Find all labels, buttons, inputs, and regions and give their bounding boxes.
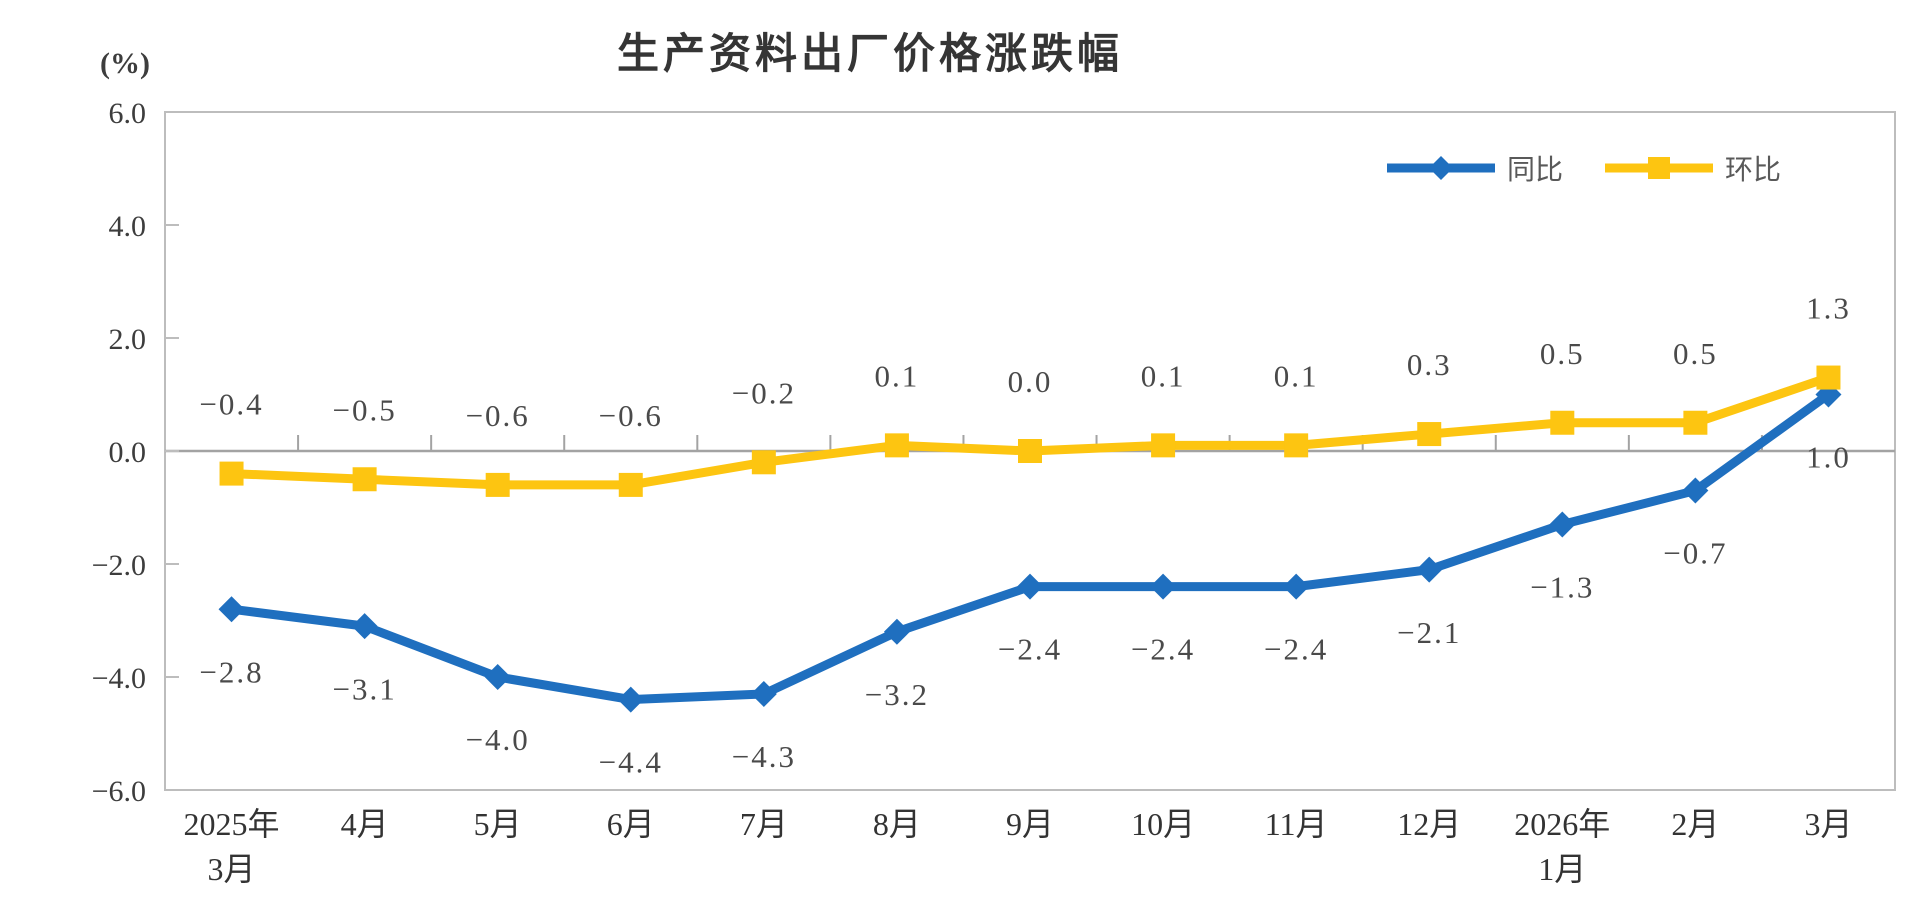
data-point-marker-diamond bbox=[1416, 556, 1443, 583]
data-point-label: 0.1 bbox=[1141, 358, 1186, 393]
data-point-marker-diamond bbox=[617, 686, 644, 713]
data-point-label: −4.0 bbox=[466, 722, 530, 757]
x-axis-label: 1月 bbox=[1538, 851, 1586, 887]
legend-label-tongbi: 同比 bbox=[1507, 154, 1564, 185]
x-axis-label: 2025年 bbox=[184, 806, 280, 842]
data-point-label: −2.4 bbox=[1264, 632, 1328, 667]
huanbi-line-marker-icon bbox=[1605, 157, 1714, 179]
data-point-marker-square bbox=[219, 461, 244, 486]
tongbi-line-marker-icon bbox=[1387, 156, 1495, 180]
data-point-label: 0.1 bbox=[1274, 358, 1319, 393]
data-point-label: 1.3 bbox=[1806, 291, 1851, 326]
data-point-marker-square bbox=[1018, 439, 1042, 463]
y-tick-label: 6.0 bbox=[109, 97, 147, 130]
data-point-label: −4.4 bbox=[599, 745, 663, 780]
data-point-label: −2.4 bbox=[998, 632, 1062, 667]
y-tick-label: 2.0 bbox=[109, 323, 147, 356]
x-axis-label: 7月 bbox=[740, 806, 788, 842]
x-axis-label: 2月 bbox=[1671, 806, 1719, 842]
data-point-label: −3.1 bbox=[332, 671, 396, 706]
data-point-marker-square bbox=[485, 472, 510, 497]
data-point-marker-diamond bbox=[883, 618, 910, 645]
data-point-marker-diamond bbox=[218, 596, 245, 623]
x-axis-label: 4月 bbox=[341, 806, 389, 842]
x-axis-label: 9月 bbox=[1006, 806, 1054, 842]
x-axis-label: 6月 bbox=[607, 806, 655, 842]
x-axis-label: 10月 bbox=[1131, 806, 1195, 842]
data-point-marker-diamond bbox=[1017, 573, 1043, 600]
y-axis-unit-label: (%) bbox=[100, 47, 150, 80]
x-axis-label: 12月 bbox=[1397, 806, 1461, 842]
data-point-marker-square bbox=[884, 433, 909, 458]
data-point-label: −2.1 bbox=[1397, 615, 1461, 650]
legend: 同比 环比 bbox=[1385, 148, 1781, 188]
data-point-marker-square bbox=[1284, 433, 1309, 458]
data-point-label: 0.5 bbox=[1673, 336, 1718, 371]
y-tick-label: −6.0 bbox=[92, 775, 146, 808]
data-point-marker-diamond bbox=[484, 664, 511, 690]
data-point-marker-diamond bbox=[1283, 573, 1310, 600]
x-axis-label: 5月 bbox=[474, 806, 522, 842]
legend-item-tongbi: 同比 bbox=[1385, 148, 1563, 188]
data-point-label: −0.5 bbox=[332, 392, 396, 427]
x-axis-label: 11月 bbox=[1265, 806, 1328, 842]
data-point-marker-square bbox=[1550, 410, 1575, 435]
data-point-label: −0.4 bbox=[199, 387, 263, 422]
data-point-label: 0.3 bbox=[1407, 347, 1452, 382]
data-point-label: −1.3 bbox=[1530, 570, 1594, 605]
data-point-label: −0.6 bbox=[466, 398, 530, 433]
data-point-marker-diamond bbox=[1549, 511, 1576, 538]
data-point-label: 0.5 bbox=[1540, 336, 1585, 371]
data-point-label: −3.2 bbox=[865, 677, 929, 712]
x-axis-label: 3月 bbox=[208, 851, 256, 887]
x-axis-label: 2026年 bbox=[1514, 806, 1610, 842]
data-point-label: −2.4 bbox=[1131, 632, 1195, 667]
legend-item-huanbi: 环比 bbox=[1603, 148, 1781, 188]
data-point-marker-diamond bbox=[351, 613, 378, 640]
x-axis-label: 8月 bbox=[873, 806, 921, 842]
data-point-label: −4.3 bbox=[732, 739, 796, 774]
data-point-label: −0.6 bbox=[599, 398, 663, 433]
data-point-label: 1.0 bbox=[1806, 440, 1851, 475]
x-axis-label: 3月 bbox=[1804, 806, 1852, 842]
y-tick-label: −4.0 bbox=[92, 662, 146, 695]
data-point-marker-square bbox=[1417, 422, 1442, 447]
data-point-marker-square bbox=[352, 467, 377, 492]
data-point-label: 0.1 bbox=[875, 358, 920, 393]
chart-title: 生产资料出厂价格涨跌幅 bbox=[616, 30, 1123, 77]
data-point-marker-diamond bbox=[1150, 573, 1177, 600]
y-tick-label: −2.0 bbox=[92, 549, 146, 582]
data-point-label: 0.0 bbox=[1008, 364, 1053, 399]
data-point-marker-square bbox=[618, 472, 643, 497]
data-point-label: −0.2 bbox=[732, 375, 796, 410]
y-tick-label: 4.0 bbox=[109, 210, 147, 243]
data-point-marker-square bbox=[1816, 365, 1841, 390]
data-point-label: −0.7 bbox=[1663, 536, 1727, 571]
data-point-marker-square bbox=[1151, 433, 1176, 458]
data-point-marker-diamond bbox=[1682, 477, 1709, 504]
legend-label-huanbi: 环比 bbox=[1725, 154, 1782, 185]
data-point-label: −2.8 bbox=[199, 654, 263, 689]
data-point-marker-square bbox=[751, 450, 776, 475]
data-point-marker-diamond bbox=[750, 680, 777, 707]
y-tick-label: 0.0 bbox=[109, 436, 147, 469]
data-point-marker-square bbox=[1683, 410, 1708, 435]
